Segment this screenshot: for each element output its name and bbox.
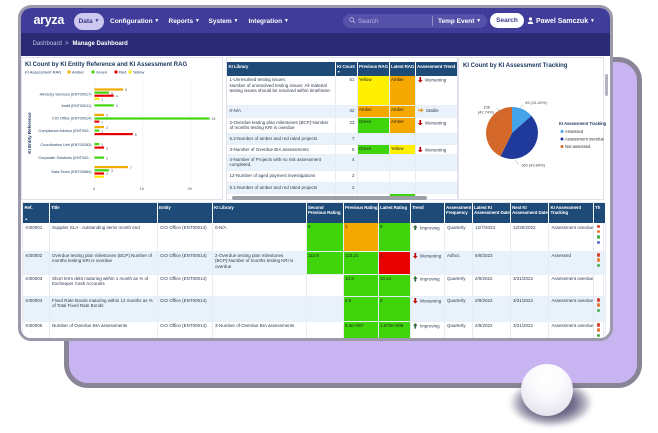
svg-text:2: 2 xyxy=(106,114,108,118)
svg-text:(42.74%): (42.74%) xyxy=(478,110,495,115)
svg-text:7: 7 xyxy=(130,166,132,170)
svg-text:2: 2 xyxy=(106,146,108,150)
svg-text:2: 2 xyxy=(106,126,108,130)
svg-text:KI Assessment Tracking: KI Assessment Tracking xyxy=(559,121,607,126)
svg-text:Not assessed: Not assessed xyxy=(565,144,591,149)
svg-text:Coordination Unit (ENT00283): Coordination Unit (ENT00283) xyxy=(40,143,92,147)
svg-text:Green: Green xyxy=(96,70,107,75)
svg-text:1: 1 xyxy=(101,143,103,147)
svg-text:2: 2 xyxy=(106,156,108,160)
svg-text:156: 156 xyxy=(483,105,490,110)
svg-text:Advisory Services (ENT00017): Advisory Services (ENT00017) xyxy=(40,93,93,97)
svg-text:Assessed: Assessed xyxy=(565,129,584,134)
svg-text:49 (13.42%): 49 (13.42%) xyxy=(525,100,547,105)
svg-text:KI Count by KI Entity Referenc: KI Count by KI Entity Reference and KI A… xyxy=(25,62,187,68)
svg-text:3: 3 xyxy=(111,91,113,95)
svg-text:Amber: Amber xyxy=(72,70,84,75)
svg-text:KI Assessment RAG: KI Assessment RAG xyxy=(25,70,61,75)
svg-text:CIO Office (ENT00014): CIO Office (ENT00014) xyxy=(52,116,92,120)
svg-text:6: 6 xyxy=(125,88,127,92)
svg-text:KI Count by KI Assessment Trac: KI Count by KI Assessment Tracking xyxy=(463,63,568,69)
svg-text:Audit (ENT00011): Audit (ENT00011) xyxy=(61,104,92,108)
svg-text:2: 2 xyxy=(106,172,108,176)
svg-text:4: 4 xyxy=(116,94,118,98)
svg-text:24: 24 xyxy=(212,117,216,121)
svg-text:Red: Red xyxy=(119,70,126,75)
svg-text:Assessment overdue: Assessment overdue xyxy=(565,137,605,142)
svg-text:1: 1 xyxy=(101,98,103,102)
svg-text:KI Entity Reference: KI Entity Reference xyxy=(27,112,32,154)
svg-text:20: 20 xyxy=(188,186,193,191)
svg-text:4: 4 xyxy=(116,104,118,108)
svg-text:0: 0 xyxy=(93,186,96,191)
svg-text:8: 8 xyxy=(135,133,137,137)
svg-text:10: 10 xyxy=(140,186,145,191)
svg-text:Yellow: Yellow xyxy=(133,70,145,75)
svg-text:3: 3 xyxy=(111,169,113,173)
svg-text:1: 1 xyxy=(101,120,103,124)
svg-text:160 (43.84%): 160 (43.84%) xyxy=(521,163,546,168)
svg-text:Compliance Advisor (ENT000...: Compliance Advisor (ENT000... xyxy=(39,129,92,133)
svg-text:1: 1 xyxy=(101,129,103,133)
svg-text:Data Team (ENT00884): Data Team (ENT00884) xyxy=(51,170,92,174)
svg-text:Corporate Solutions (ENT000...: Corporate Solutions (ENT000... xyxy=(39,156,92,160)
